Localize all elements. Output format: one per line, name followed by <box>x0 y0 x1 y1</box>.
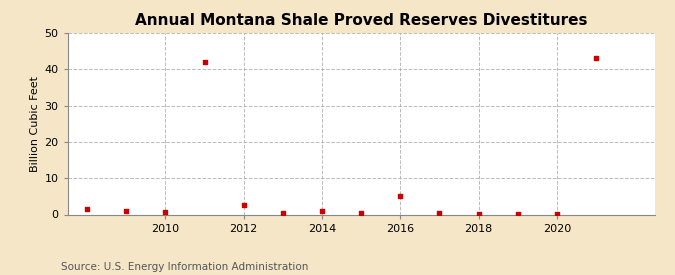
Y-axis label: Billion Cubic Feet: Billion Cubic Feet <box>30 76 40 172</box>
Point <box>591 56 601 60</box>
Point <box>434 211 445 216</box>
Point <box>356 211 367 216</box>
Point <box>395 194 406 199</box>
Point <box>82 207 92 211</box>
Point <box>160 209 171 214</box>
Point <box>317 209 327 213</box>
Point <box>512 211 523 216</box>
Point <box>238 202 249 207</box>
Point <box>473 211 484 216</box>
Title: Annual Montana Shale Proved Reserves Divestitures: Annual Montana Shale Proved Reserves Div… <box>135 13 587 28</box>
Point <box>121 209 132 213</box>
Point <box>199 60 210 64</box>
Point <box>277 211 288 216</box>
Text: Source: U.S. Energy Information Administration: Source: U.S. Energy Information Administ… <box>61 262 308 272</box>
Point <box>551 211 562 216</box>
